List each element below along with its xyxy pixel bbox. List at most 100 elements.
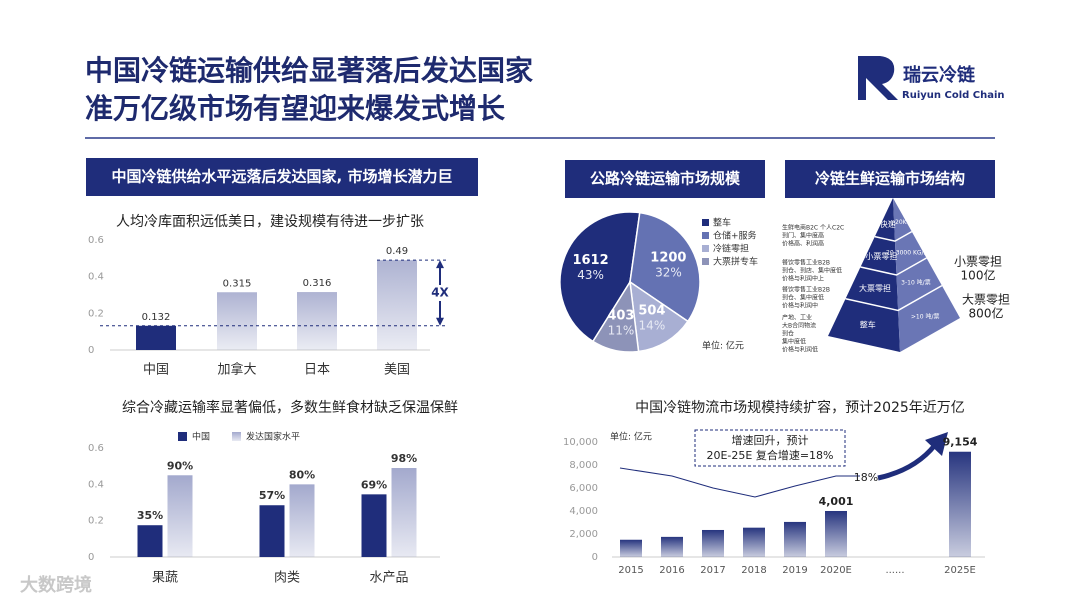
annotation: 增速回升，预计 xyxy=(732,433,809,447)
unit: 单位: 亿元 xyxy=(610,431,652,443)
x-tick-label: 2016 xyxy=(659,565,684,576)
description: 到仓 xyxy=(782,330,794,338)
size-label: 3-10 吨/票 xyxy=(901,278,931,286)
growth-line xyxy=(619,467,860,498)
bar xyxy=(949,451,971,557)
bar xyxy=(702,529,724,557)
callout: 大票零担 xyxy=(962,293,1010,307)
x-tick-label: 日本 xyxy=(304,363,330,378)
y-tick-label: 0.4 xyxy=(88,272,104,283)
y-tick-label: 0 xyxy=(88,345,94,356)
banner xyxy=(86,158,478,196)
bar xyxy=(361,494,387,557)
title-line: 中国冷链运输供给显著落后发达国家 xyxy=(85,54,533,87)
legend-label: 整车 xyxy=(713,217,731,229)
x-tick-label: 美国 xyxy=(384,363,410,378)
watermark: 大数跨境 xyxy=(20,574,92,596)
layer-divider xyxy=(860,257,927,276)
x-tick-label: 2020E xyxy=(820,565,852,576)
description: 生鲜电商B2C 个人C2C xyxy=(782,224,844,232)
size-label: < 20KG xyxy=(888,219,912,226)
legend-swatch xyxy=(702,245,709,252)
x-tick-label: 2018 xyxy=(741,565,766,576)
legend-label: 发达国家水平 xyxy=(246,431,300,443)
bar xyxy=(136,325,176,350)
y-tick-label: 0.4 xyxy=(88,479,104,490)
layer-label: 大票零担 xyxy=(859,283,891,293)
value-label: 69% xyxy=(361,478,387,491)
legend-swatch xyxy=(702,258,709,265)
description: 大B合同物流 xyxy=(782,322,816,330)
value-label: 9,154 xyxy=(943,436,978,449)
banner-text: 冷链生鲜运输市场结构 xyxy=(815,170,965,188)
share-label: 14% xyxy=(639,318,666,332)
y-tick-label: 0.6 xyxy=(88,443,104,454)
x-tick-label: 2019 xyxy=(782,565,807,576)
value-label: 1612 xyxy=(572,253,608,268)
chart-title: 人均冷库面积远低美日，建设规模有待进一步扩张 xyxy=(116,214,424,230)
legend-label: 仓储+服务 xyxy=(713,230,757,242)
size-label: 20-3000 KG/票 xyxy=(886,249,930,256)
annotation-box xyxy=(694,429,846,467)
description: 价格与利润中上 xyxy=(782,275,824,283)
growth-arrow xyxy=(877,443,937,481)
y-tick-label: 2,000 xyxy=(569,529,598,540)
value-label: 4,001 xyxy=(819,495,854,508)
bar xyxy=(167,475,193,557)
value-label: 80% xyxy=(289,468,315,481)
banner-text: 公路冷链运输市场规模 xyxy=(590,170,741,188)
bar xyxy=(620,539,642,557)
x-tick-label: 肉类 xyxy=(274,571,300,586)
description: 价格与利润低 xyxy=(782,346,818,354)
description: 到仓、集中度低 xyxy=(782,294,824,302)
bar xyxy=(391,468,417,557)
value-label: 1200 xyxy=(650,250,686,265)
value-label: 98% xyxy=(391,452,417,465)
banner-text: 中国冷链供给水平远落后发达国家, 市场增长潜力巨 xyxy=(112,168,453,186)
layer-label: 小票零担 xyxy=(865,251,897,261)
arrowhead xyxy=(436,317,444,326)
layer-divider xyxy=(874,230,913,242)
banner xyxy=(785,160,995,198)
legend-swatch xyxy=(702,232,709,239)
description: 餐饮零售工业B2B xyxy=(782,259,830,267)
callout: 100亿 xyxy=(961,268,996,283)
y-tick-label: 8,000 xyxy=(569,460,598,471)
share-label: 43% xyxy=(577,268,604,282)
legend-swatch xyxy=(178,432,187,441)
description: 价格与利润中 xyxy=(782,302,818,310)
x-tick-label: 2017 xyxy=(700,565,725,576)
description: 价格高、利润高 xyxy=(782,240,824,248)
bar xyxy=(289,484,315,557)
logo-subtitle: Ruiyun Cold Chain xyxy=(902,90,1005,101)
pie-slice xyxy=(591,279,640,353)
description: 集中度低 xyxy=(782,338,806,346)
x-tick-label: 加拿大 xyxy=(217,362,256,378)
pyramid-right-face xyxy=(893,198,960,352)
y-tick-label: 6,000 xyxy=(569,483,598,494)
bar xyxy=(661,536,683,557)
share-label: 32% xyxy=(655,265,682,279)
banner xyxy=(565,160,765,198)
pyramid-left-face xyxy=(828,198,900,352)
logo-name: 瑞云冷链 xyxy=(903,64,976,86)
pie-slice xyxy=(629,211,701,323)
y-tick-label: 0 xyxy=(592,552,598,563)
description: 餐饮零售工业B2B xyxy=(782,286,830,294)
share-label: 11% xyxy=(608,324,635,338)
pie-slice xyxy=(629,280,689,353)
value-label: 90% xyxy=(167,459,193,472)
chart-title: 中国冷链物流市场规模持续扩容，预计2025年近万亿 xyxy=(635,399,965,416)
value-label: 0.315 xyxy=(223,278,252,289)
logo-mark xyxy=(858,56,898,100)
layer-label: 快递 xyxy=(880,219,896,229)
arrowhead xyxy=(436,260,444,269)
y-tick-label: 0.6 xyxy=(88,235,104,246)
legend-label: 冷链零担 xyxy=(713,243,749,255)
bar xyxy=(217,292,257,350)
value-label: 35% xyxy=(137,509,163,522)
bar xyxy=(784,521,806,557)
title-line: 准万亿级市场有望迎来爆发式增长 xyxy=(85,92,505,125)
